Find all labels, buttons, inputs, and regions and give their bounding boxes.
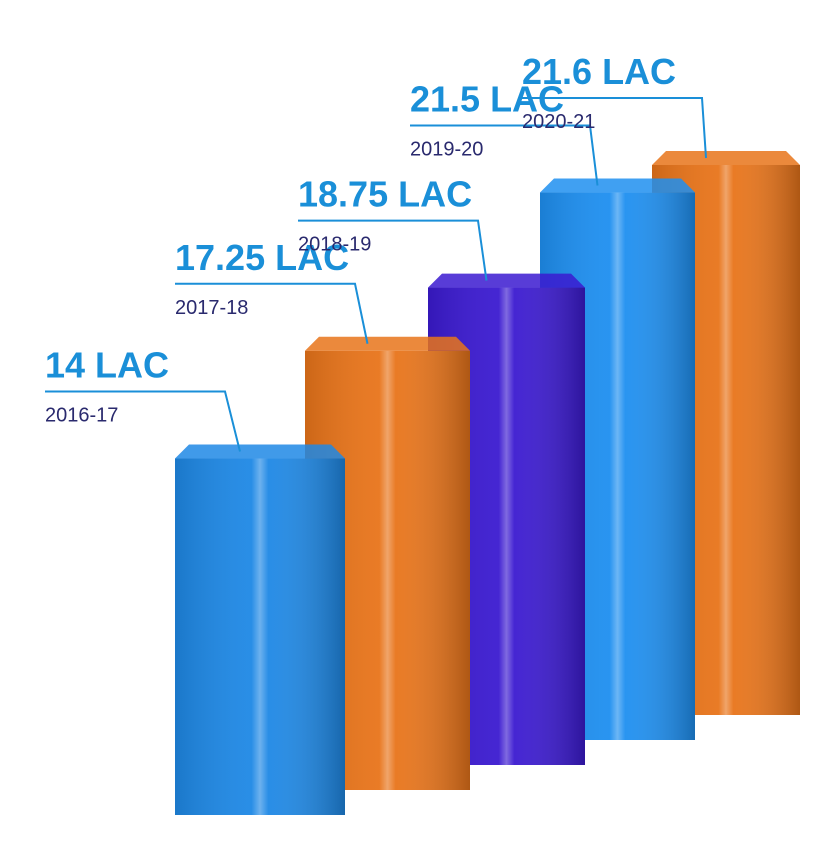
- bar-top: [540, 178, 695, 193]
- value-label: 14 LAC: [45, 345, 169, 386]
- value-label: 21.6 LAC: [522, 51, 676, 92]
- leader-line: [175, 282, 369, 344]
- bar-top: [428, 273, 585, 288]
- value-label: 18.75 LAC: [298, 174, 472, 215]
- bar-shade: [175, 458, 345, 815]
- value-label: 17.25 LAC: [175, 237, 349, 278]
- leader-line: [410, 124, 599, 186]
- leader-line: [45, 390, 241, 452]
- leader-line: [522, 97, 707, 159]
- bar-top: [175, 444, 345, 459]
- value-label: 21.5 LAC: [410, 79, 564, 120]
- category-label: 2020-21: [522, 111, 595, 133]
- category-label: 2016-17: [45, 405, 118, 427]
- bar-top: [305, 336, 470, 351]
- leader-line: [298, 219, 488, 281]
- bar-top: [652, 151, 800, 165]
- category-label: 2018-19: [298, 234, 371, 256]
- category-label: 2017-18: [175, 297, 248, 319]
- category-label: 2019-20: [410, 139, 483, 161]
